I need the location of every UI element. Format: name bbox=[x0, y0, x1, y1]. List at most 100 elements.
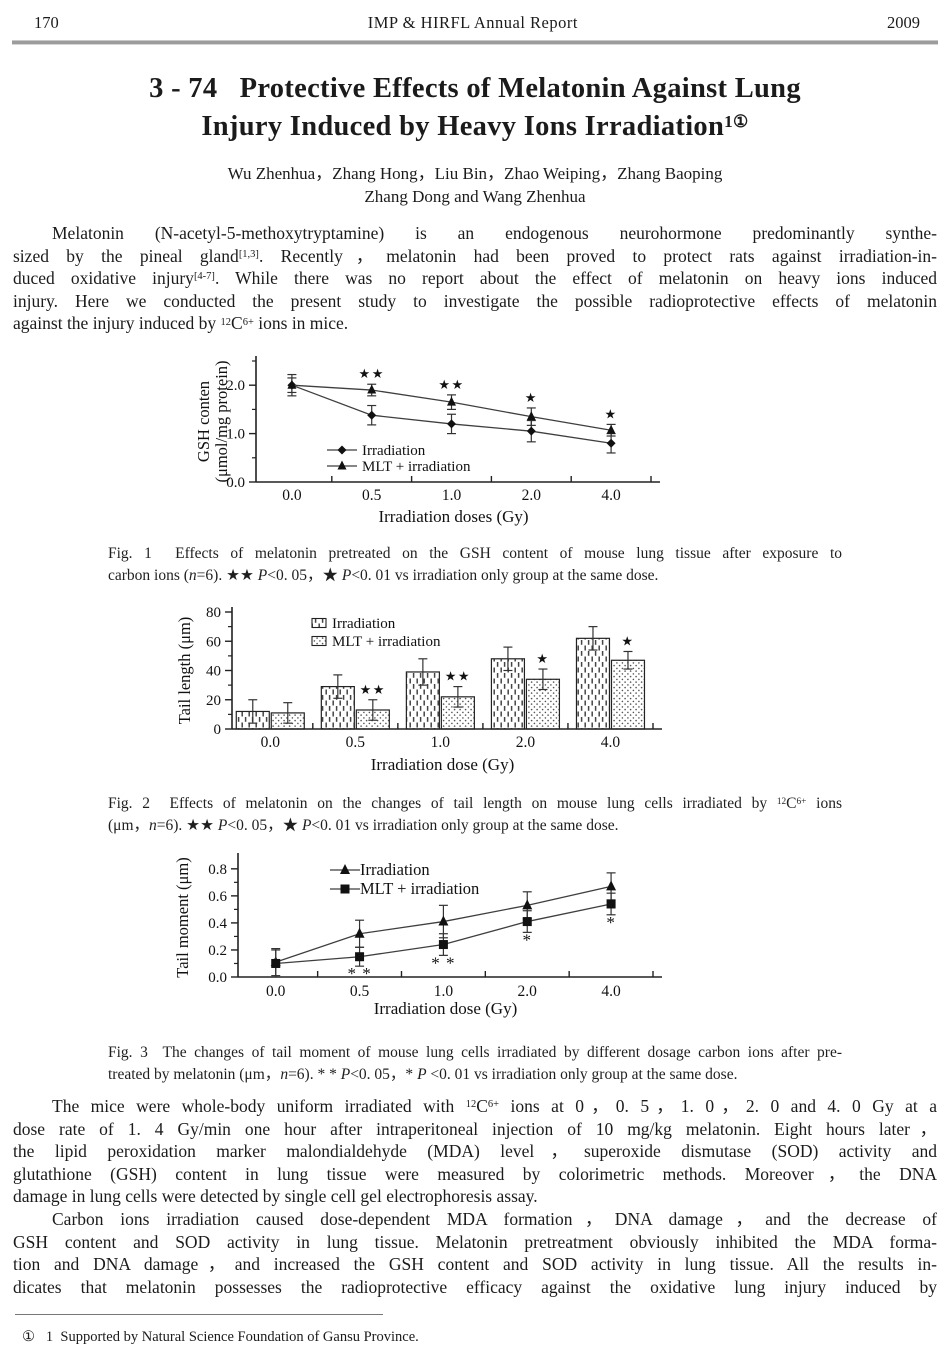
text-line: the lipid peroxidation marker malondiald… bbox=[13, 1141, 937, 1162]
svg-text:Irradiation: Irradiation bbox=[360, 860, 430, 879]
svg-text:★★: ★★ bbox=[359, 366, 385, 381]
svg-text:Irradiation: Irradiation bbox=[362, 443, 426, 459]
text-line: (μm，n=6). ★★ P<0. 05，★ P<0. 01 vs irradi… bbox=[108, 816, 619, 834]
fig3-tail-moment-line-chart: 0.0 0.2 0.4 0.6 0.8 0.0 0.5 1.0 2.0 4.0 Irradiatio… bbox=[173, 852, 662, 1018]
text-line: Zhang Dong and Wang Zhenhua bbox=[364, 187, 586, 206]
svg-text:4.0: 4.0 bbox=[601, 487, 621, 504]
figure-1: 0.0 1.0 2.0 0.0 0.5 1.0 2.0 4.0 Irradiation dose… bbox=[170, 351, 810, 535]
article-title: 3 - 74 Protective Effects of Melatonin A… bbox=[0, 70, 950, 146]
svg-text:0.0: 0.0 bbox=[282, 487, 302, 504]
svg-text:0.0: 0.0 bbox=[226, 475, 245, 491]
svg-text:0.5: 0.5 bbox=[350, 983, 370, 1000]
svg-text:*: * bbox=[606, 913, 616, 932]
svg-text:0.8: 0.8 bbox=[208, 862, 227, 878]
svg-text:★★: ★★ bbox=[360, 682, 386, 697]
page-number: 170 bbox=[34, 13, 59, 32]
fig1-gsh-line-chart: 0.0 1.0 2.0 0.0 0.5 1.0 2.0 4.0 Irradiation dose… bbox=[194, 355, 660, 526]
svg-text:0.6: 0.6 bbox=[208, 889, 227, 905]
svg-text:4.0: 4.0 bbox=[601, 983, 621, 1000]
text-line: duced oxidative injury[4-7]. While there… bbox=[13, 268, 937, 289]
text-line: Fig. 2 Effects of melatonin on the chang… bbox=[108, 794, 842, 812]
svg-text:Irradiation: Irradiation bbox=[332, 616, 396, 632]
paragraph-intro: Melatonin (N-acetyl-5-methoxytryptamine)… bbox=[13, 222, 937, 335]
svg-text:0.0: 0.0 bbox=[261, 734, 281, 751]
text-line: treated by melatonin (μm，n=6). * * P<0. … bbox=[108, 1065, 738, 1083]
svg-text:2.0: 2.0 bbox=[226, 378, 245, 394]
svg-text:★: ★ bbox=[536, 651, 549, 666]
svg-text:*: * bbox=[522, 930, 532, 949]
text-line: injury. Here we conducted the present st… bbox=[13, 290, 937, 311]
fig2-tail-length-bar-chart: 0 20 40 60 80 0.0 0.5 1.0 2.0 4.0 Irradiation dose… bbox=[175, 605, 662, 774]
svg-text:0.0: 0.0 bbox=[266, 983, 286, 1000]
svg-text:2.0: 2.0 bbox=[518, 983, 538, 1000]
text-line: glutathione (GSH) content in lung tissue… bbox=[13, 1163, 937, 1184]
text-line: damage in lung cells were detected by si… bbox=[13, 1186, 538, 1207]
svg-text:2.0: 2.0 bbox=[522, 487, 542, 504]
svg-text:0.5: 0.5 bbox=[346, 734, 366, 751]
svg-text:Irradiation dose (Gy): Irradiation dose (Gy) bbox=[371, 755, 515, 774]
paragraph-results: Carbon ions irradiation caused dose-depe… bbox=[13, 1208, 937, 1298]
legend-item: Irradiation bbox=[330, 860, 430, 879]
svg-text:80: 80 bbox=[206, 605, 221, 621]
svg-text:GSH conten: GSH conten bbox=[194, 381, 213, 462]
figure-2-caption: Fig. 2 Effects of melatonin on the chang… bbox=[108, 793, 842, 837]
legend-item: Irradiation bbox=[311, 616, 396, 632]
svg-text:MLT + irradiation: MLT + irradiation bbox=[332, 634, 441, 650]
footnote-rule bbox=[15, 1314, 383, 1316]
svg-text:0.5: 0.5 bbox=[362, 487, 382, 504]
svg-text:1.0: 1.0 bbox=[431, 734, 451, 751]
text-line: ① 1 Supported by Natural Science Foundat… bbox=[22, 1329, 419, 1346]
authors: Wu Zhenhua，Zhang Hong，Liu Bin，Zhao Weipi… bbox=[0, 162, 950, 208]
svg-text:MLT + irradiation: MLT + irradiation bbox=[362, 459, 471, 475]
svg-text:1.0: 1.0 bbox=[226, 427, 245, 443]
svg-text:20: 20 bbox=[206, 693, 221, 709]
text-line: Wu Zhenhua，Zhang Hong，Liu Bin，Zhao Weipi… bbox=[227, 164, 723, 183]
svg-text:Tail length (μm): Tail length (μm) bbox=[175, 617, 194, 725]
paragraph-methods: The mice were whole-body uniform irradia… bbox=[13, 1095, 937, 1208]
svg-text:★: ★ bbox=[605, 406, 618, 421]
svg-text:Irradiation dose (Gy): Irradiation dose (Gy) bbox=[374, 999, 518, 1018]
figure-1-caption: Fig. 1 Effects of melatonin pretreated o… bbox=[108, 543, 842, 587]
svg-text:MLT + irradiation: MLT + irradiation bbox=[360, 879, 479, 898]
legend-item: MLT + irradiation bbox=[311, 634, 441, 650]
svg-text:Irradiation doses (Gy): Irradiation doses (Gy) bbox=[378, 507, 528, 526]
text-line: Melatonin (N-acetyl-5-methoxytryptamine)… bbox=[52, 223, 937, 243]
svg-text:★: ★ bbox=[525, 390, 538, 405]
svg-text:4.0: 4.0 bbox=[601, 734, 621, 751]
svg-text:40: 40 bbox=[206, 663, 221, 679]
svg-text:0.0: 0.0 bbox=[208, 970, 227, 986]
figure-2: 0 20 40 60 80 0.0 0.5 1.0 2.0 4.0 Irradiation dose… bbox=[170, 601, 810, 781]
text-line: The mice were whole-body uniform irradia… bbox=[52, 1095, 937, 1116]
legend-item: MLT + irradiation bbox=[330, 879, 479, 898]
text-line: carbon ions (n=6). ★★ P<0. 05，★ P<0. 01 … bbox=[108, 566, 659, 584]
year: 2009 bbox=[886, 13, 920, 32]
text-line: Injury Induced by Heavy Ions Irradiation… bbox=[201, 111, 749, 142]
page-header: 170 IMP & HIRFL Annual Report 2009 bbox=[0, 0, 950, 33]
text-line: 3 - 74 Protective Effects of Melatonin A… bbox=[149, 73, 801, 104]
svg-text:★: ★ bbox=[621, 633, 634, 648]
header-rule bbox=[12, 40, 938, 45]
svg-text:0.2: 0.2 bbox=[208, 943, 227, 959]
svg-text:0.4: 0.4 bbox=[208, 916, 227, 932]
svg-text:* *: * * bbox=[431, 953, 455, 972]
journal-title: IMP & HIRFL Annual Report bbox=[367, 13, 578, 32]
text-line: sized by the pineal gland[1,3]. Recently… bbox=[13, 245, 937, 266]
text-line: Fig. 1 Effects of melatonin pretreated o… bbox=[108, 544, 842, 562]
svg-text:60: 60 bbox=[206, 634, 221, 650]
text-line: against the injury induced by 12C6+ ions… bbox=[13, 313, 349, 334]
text-line: Fig. 3 The changes of tail moment of mou… bbox=[108, 1043, 842, 1061]
svg-text:1.0: 1.0 bbox=[442, 487, 462, 504]
svg-text:0: 0 bbox=[214, 722, 222, 738]
legend-item: Irradiation bbox=[327, 443, 426, 459]
figure-3-caption: Fig. 3 The changes of tail moment of mou… bbox=[108, 1042, 842, 1086]
svg-text:★★: ★★ bbox=[445, 669, 471, 684]
text-line: tion and DNA damage，and increased the GS… bbox=[13, 1254, 937, 1275]
svg-text:1.0: 1.0 bbox=[434, 983, 454, 1000]
figure-3: 0.0 0.2 0.4 0.6 0.8 0.0 0.5 1.0 2.0 4.0 Irradiatio… bbox=[170, 846, 810, 1026]
svg-text:2.0: 2.0 bbox=[516, 734, 536, 751]
text-line: dicates that melatonin possesses the rad… bbox=[13, 1276, 937, 1297]
svg-text:(μmol/mg protein): (μmol/mg protein) bbox=[212, 360, 231, 482]
legend-item: MLT + irradiation bbox=[327, 459, 471, 475]
text-line: dose rate of 1. 4 Gy/min one hour after … bbox=[13, 1118, 937, 1139]
